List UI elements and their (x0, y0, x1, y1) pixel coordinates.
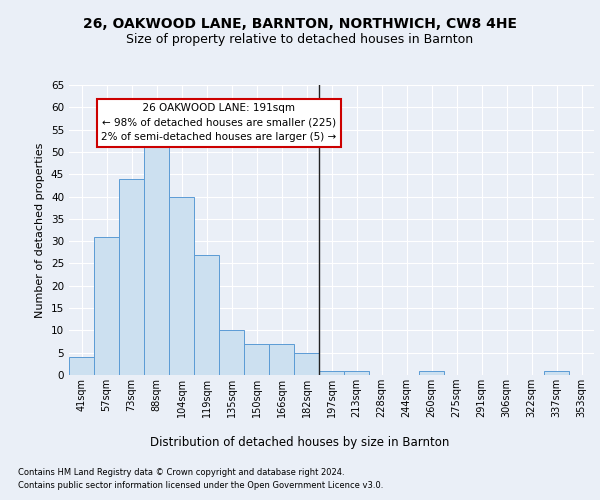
Text: 26, OAKWOOD LANE, BARNTON, NORTHWICH, CW8 4HE: 26, OAKWOOD LANE, BARNTON, NORTHWICH, CW… (83, 18, 517, 32)
Bar (94, 236, 119, 375)
Bar (169, 196, 194, 375)
Bar (119, 178, 144, 375)
Text: 26 OAKWOOD LANE: 191sqm  
← 98% of detached houses are smaller (225)
2% of semi-: 26 OAKWOOD LANE: 191sqm ← 98% of detache… (101, 103, 337, 142)
Text: Distribution of detached houses by size in Barnton: Distribution of detached houses by size … (151, 436, 449, 449)
Bar (294, 352, 319, 375)
Bar (219, 330, 244, 375)
Text: Contains public sector information licensed under the Open Government Licence v3: Contains public sector information licen… (18, 482, 383, 490)
Bar (244, 344, 269, 375)
Bar (144, 143, 169, 375)
Bar (544, 370, 569, 375)
Bar (419, 370, 444, 375)
Bar (344, 370, 369, 375)
Bar (194, 254, 219, 375)
Bar (319, 370, 344, 375)
Bar (269, 344, 294, 375)
Y-axis label: Number of detached properties: Number of detached properties (35, 142, 46, 318)
Text: Size of property relative to detached houses in Barnton: Size of property relative to detached ho… (127, 32, 473, 46)
Text: Contains HM Land Registry data © Crown copyright and database right 2024.: Contains HM Land Registry data © Crown c… (18, 468, 344, 477)
Bar (69, 357, 94, 375)
